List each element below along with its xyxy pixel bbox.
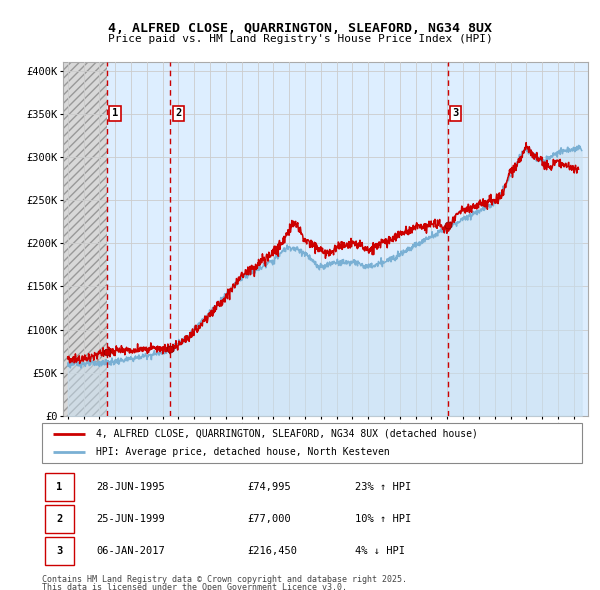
Text: 23% ↑ HPI: 23% ↑ HPI: [355, 482, 412, 492]
Text: 1: 1: [56, 482, 62, 492]
Text: £77,000: £77,000: [247, 514, 291, 524]
Text: 3: 3: [56, 546, 62, 556]
Text: 2: 2: [175, 109, 181, 118]
FancyBboxPatch shape: [45, 537, 74, 565]
Bar: [63, 62, 107, 416]
Text: Contains HM Land Registry data © Crown copyright and database right 2025.: Contains HM Land Registry data © Crown c…: [42, 575, 407, 584]
Text: 4% ↓ HPI: 4% ↓ HPI: [355, 546, 405, 556]
Text: 28-JUN-1995: 28-JUN-1995: [96, 482, 165, 492]
Text: 10% ↑ HPI: 10% ↑ HPI: [355, 514, 412, 524]
Text: £216,450: £216,450: [247, 546, 297, 556]
Text: Price paid vs. HM Land Registry's House Price Index (HPI): Price paid vs. HM Land Registry's House …: [107, 34, 493, 44]
Text: 1: 1: [112, 109, 118, 118]
Text: HPI: Average price, detached house, North Kesteven: HPI: Average price, detached house, Nort…: [96, 447, 390, 457]
Text: 25-JUN-1999: 25-JUN-1999: [96, 514, 165, 524]
Text: £74,995: £74,995: [247, 482, 291, 492]
FancyBboxPatch shape: [42, 423, 582, 463]
Text: 3: 3: [452, 109, 458, 118]
Text: 4, ALFRED CLOSE, QUARRINGTON, SLEAFORD, NG34 8UX (detached house): 4, ALFRED CLOSE, QUARRINGTON, SLEAFORD, …: [96, 429, 478, 439]
FancyBboxPatch shape: [45, 473, 74, 501]
Text: This data is licensed under the Open Government Licence v3.0.: This data is licensed under the Open Gov…: [42, 583, 347, 590]
Text: 06-JAN-2017: 06-JAN-2017: [96, 546, 165, 556]
Text: 4, ALFRED CLOSE, QUARRINGTON, SLEAFORD, NG34 8UX: 4, ALFRED CLOSE, QUARRINGTON, SLEAFORD, …: [108, 22, 492, 35]
Text: 2: 2: [56, 514, 62, 524]
FancyBboxPatch shape: [45, 505, 74, 533]
